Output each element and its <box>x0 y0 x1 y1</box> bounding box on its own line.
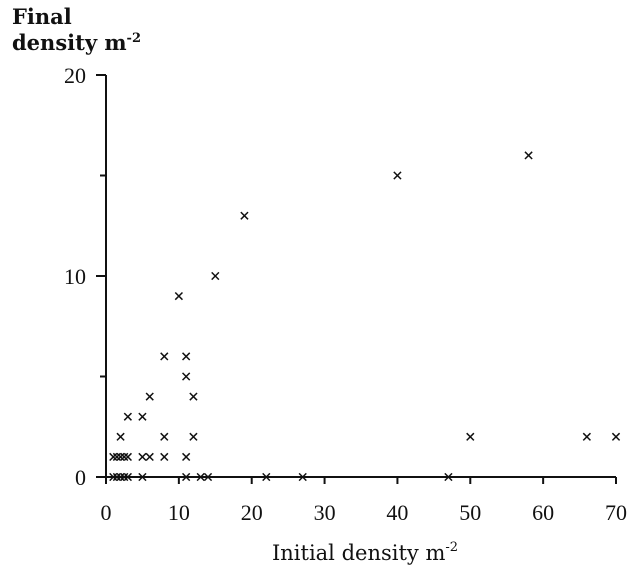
x-axis-label: Initial density m-2 <box>272 540 458 565</box>
data-point <box>241 212 248 219</box>
y-tick-label: 20 <box>64 63 86 88</box>
data-point <box>161 453 168 460</box>
data-point <box>124 453 131 460</box>
data-point <box>161 353 168 360</box>
data-point <box>139 453 146 460</box>
data-point <box>183 453 190 460</box>
x-tick-label: 0 <box>101 500 112 525</box>
x-axis-label-exponent: -2 <box>445 540 458 555</box>
data-point <box>183 353 190 360</box>
x-tick-label: 70 <box>605 500 627 525</box>
data-point <box>612 433 619 440</box>
data-point <box>583 433 590 440</box>
data-point <box>175 293 182 300</box>
data-point <box>146 393 153 400</box>
x-tick-label: 60 <box>532 500 554 525</box>
data-point <box>117 453 124 460</box>
data-point <box>110 453 117 460</box>
x-tick-label: 40 <box>386 500 408 525</box>
data-point <box>190 393 197 400</box>
data-point <box>212 272 219 279</box>
data-point <box>183 373 190 380</box>
data-point <box>121 453 128 460</box>
x-tick-label: 10 <box>168 500 190 525</box>
x-tick-label: 20 <box>241 500 263 525</box>
data-point <box>113 453 120 460</box>
x-axis-label-text: Initial density m <box>272 541 445 565</box>
data-point <box>525 152 532 159</box>
data-point <box>124 413 131 420</box>
data-point <box>146 453 153 460</box>
y-tick-label: 10 <box>64 264 86 289</box>
x-tick-label: 30 <box>314 500 336 525</box>
data-point <box>394 172 401 179</box>
data-point <box>117 433 124 440</box>
data-point <box>139 413 146 420</box>
data-point <box>467 433 474 440</box>
x-tick-label: 50 <box>459 500 481 525</box>
points-layer <box>110 152 620 481</box>
data-point <box>161 433 168 440</box>
y-tick-label: 0 <box>75 465 86 490</box>
data-point <box>190 433 197 440</box>
